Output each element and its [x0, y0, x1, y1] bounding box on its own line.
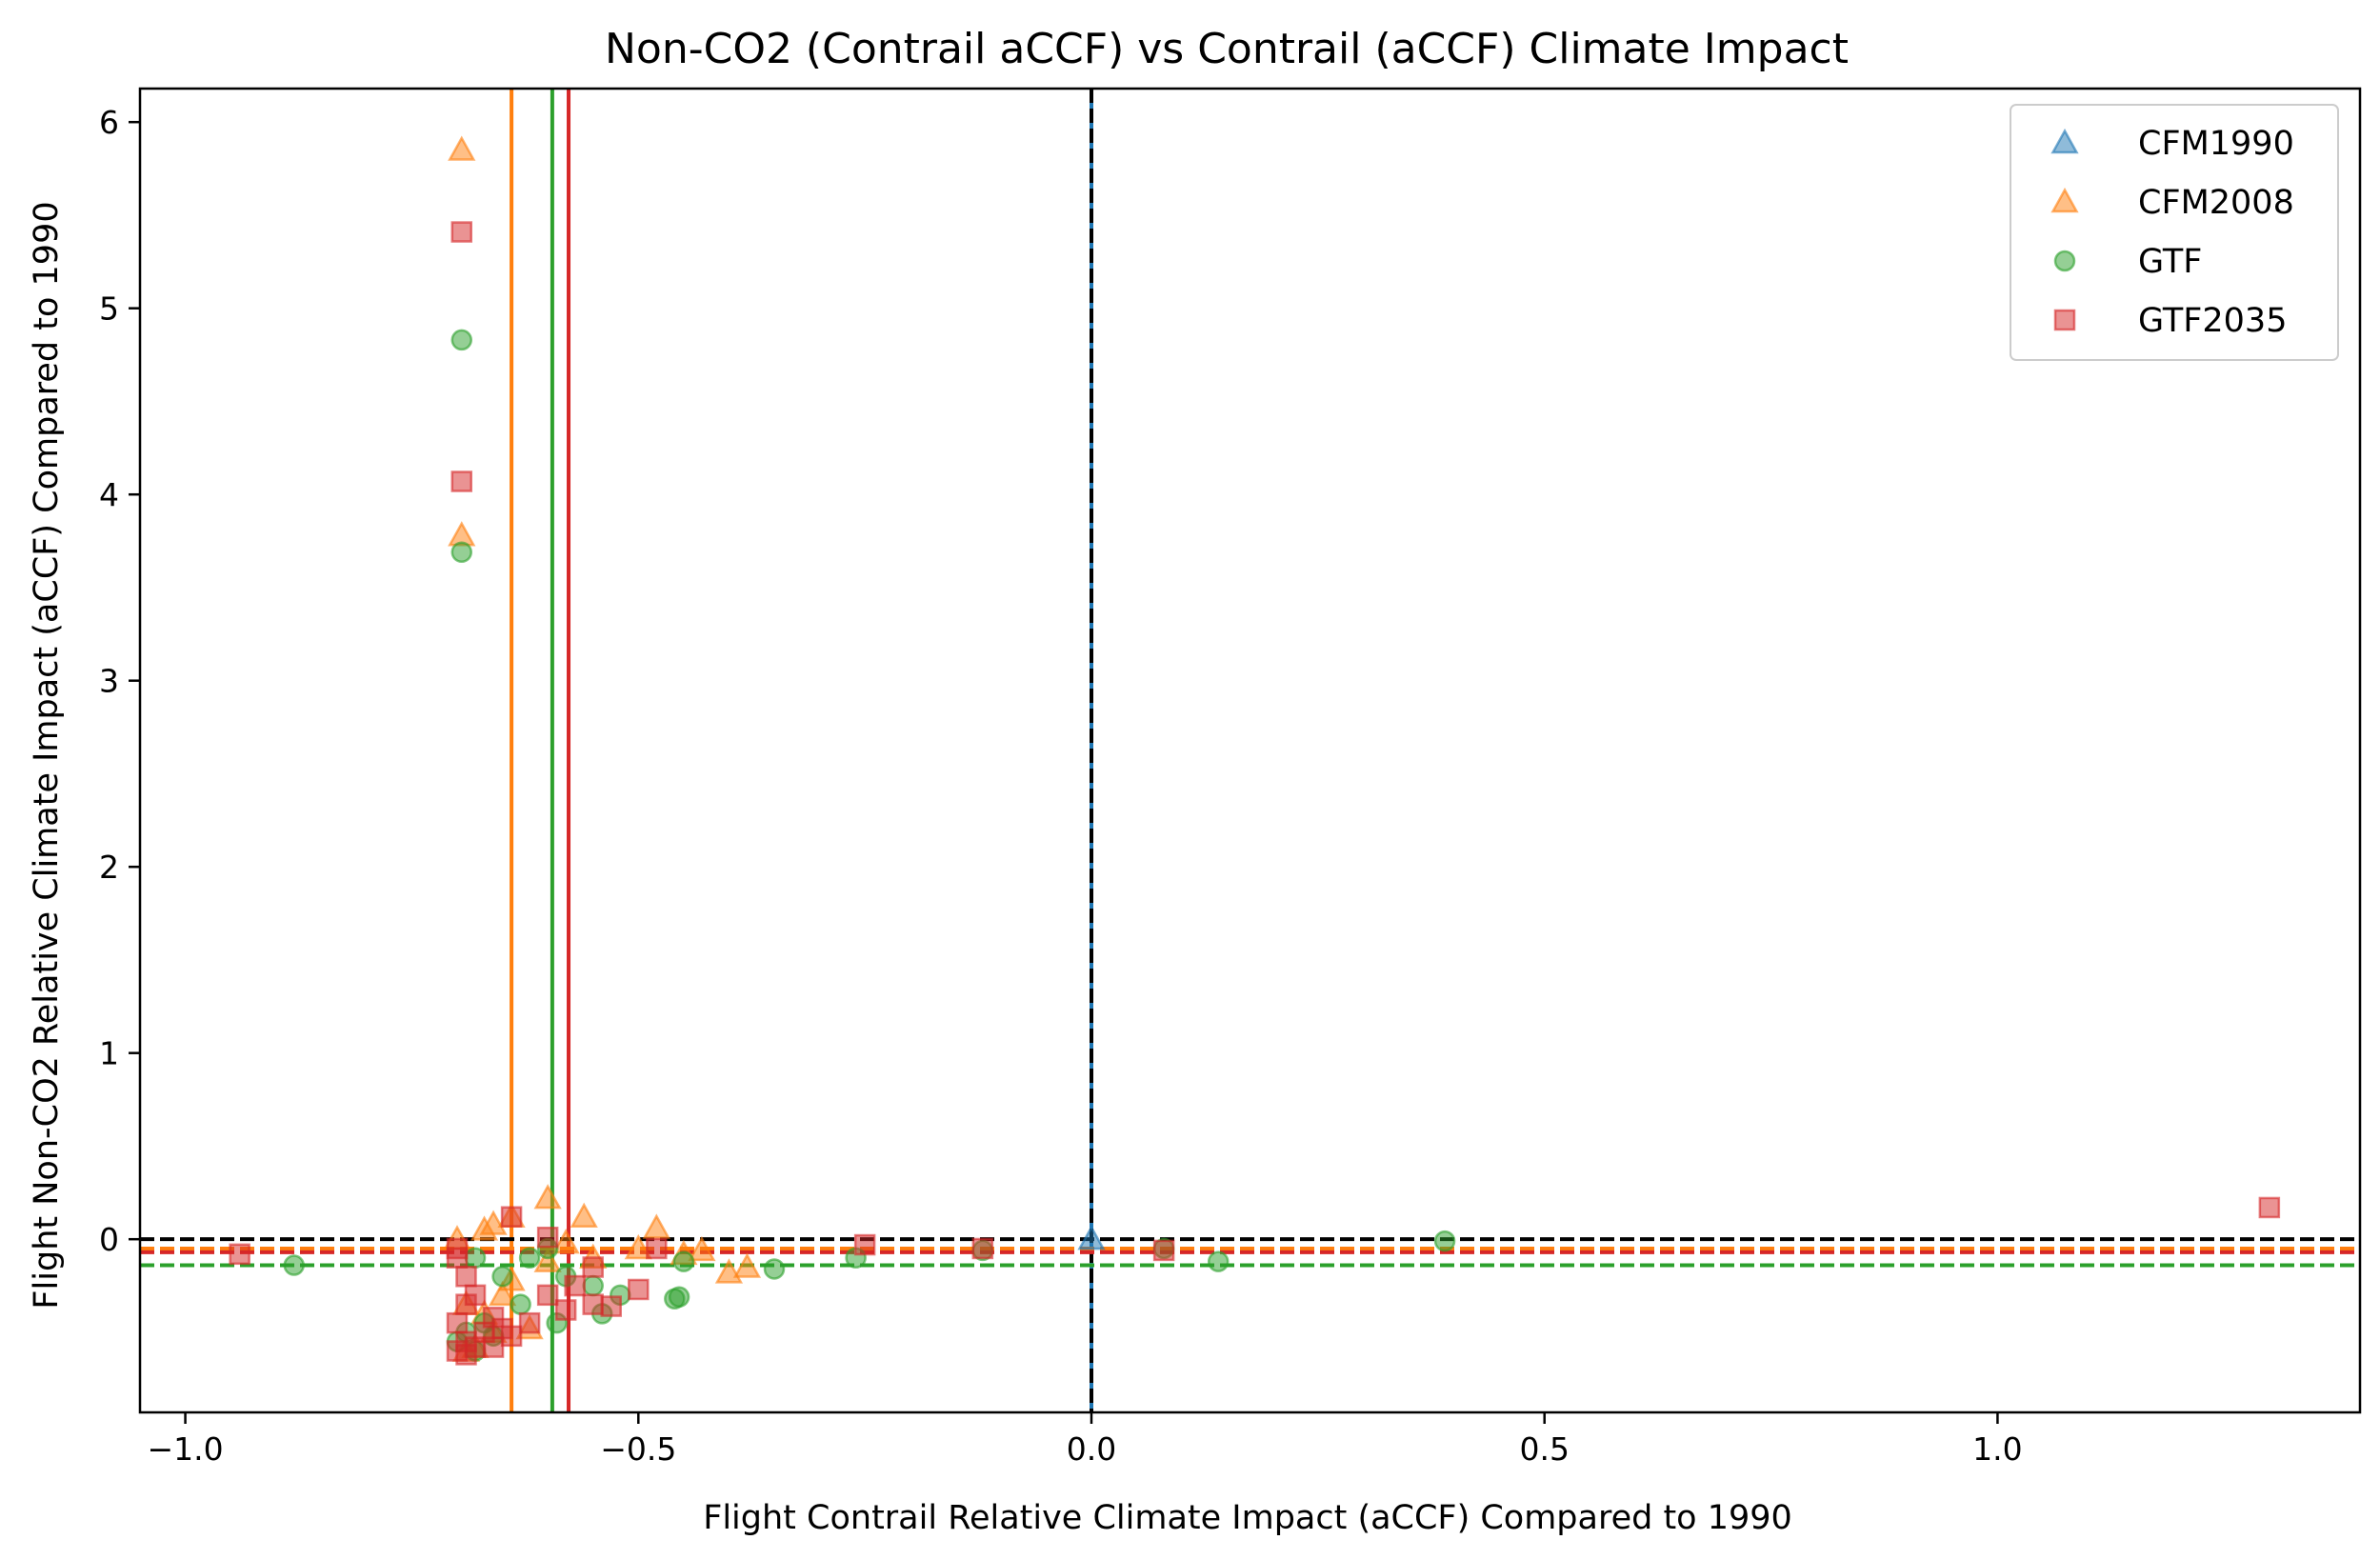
data-point-gtf-3	[763, 1258, 786, 1280]
plot-area: −1.0 −0.5 0.0 0.5 1.0 0 1 2 3 4 5 6	[99, 87, 2362, 1468]
plot-frame	[138, 87, 2362, 1414]
data-point-gtf2035-1	[450, 470, 473, 492]
data-point-gtf-0	[450, 329, 473, 351]
data-point-gtf-26	[464, 1247, 487, 1269]
data-point-gtf2035-30	[455, 1344, 477, 1366]
data-point-cfm2008-10	[732, 1252, 762, 1278]
data-point-gtf2035-26	[582, 1256, 604, 1278]
data-point-gtf2035-31	[482, 1336, 505, 1358]
data-point-gtf2035-0	[450, 221, 473, 243]
data-point-gtf-21	[582, 1274, 604, 1297]
data-point-gtf-8	[1433, 1230, 1456, 1252]
y-tick-label: 1	[99, 1035, 119, 1072]
y-tick-label: 4	[99, 476, 119, 513]
legend-label-cfm2008: CFM2008	[2138, 184, 2294, 222]
y-tick-label: 0	[99, 1221, 119, 1258]
data-point-cfm2008-0	[448, 135, 476, 161]
data-point-gtf2035-27	[446, 1247, 469, 1269]
data-point-gtf2035-21	[554, 1299, 577, 1321]
data-point-cfm2008-7	[642, 1213, 670, 1239]
y-tick-label: 2	[99, 849, 119, 886]
data-point-gtf2035-25	[564, 1274, 586, 1297]
x-tick-label: −1.0	[148, 1430, 224, 1468]
data-point-gtf-1	[450, 541, 473, 564]
data-point-gtf-2	[283, 1254, 305, 1276]
data-point-cfm2008-19	[488, 1280, 517, 1307]
y-tick-label: 5	[99, 290, 119, 328]
legend-box	[2010, 104, 2339, 361]
data-point-gtf2035-2	[2258, 1196, 2281, 1219]
data-point-cfm2008-12	[533, 1247, 562, 1272]
legend-label-gtf: GTF	[2138, 243, 2202, 281]
data-point-gtf2035-32	[500, 1325, 523, 1348]
data-point-gtf-19	[510, 1293, 531, 1315]
data-point-gtf2035-5	[628, 1278, 650, 1301]
data-point-gtf2035-22	[582, 1293, 604, 1315]
legend-label-cfm1990: CFM1990	[2138, 125, 2294, 163]
data-point-cfm2008-3	[479, 1210, 508, 1235]
data-point-gtf-7	[1207, 1250, 1230, 1272]
data-point-gtf2035-12	[455, 1266, 477, 1288]
data-point-gtf2035-6	[646, 1237, 668, 1260]
data-point-gtf2035-24	[536, 1284, 559, 1307]
data-point-gtf2035-4	[536, 1226, 559, 1249]
legend-marker-cfm1990	[2050, 128, 2079, 154]
y-tick-label: 6	[99, 104, 119, 141]
x-tick-label: −0.5	[600, 1430, 676, 1468]
legend-label-gtf2035: GTF2035	[2138, 302, 2287, 340]
data-point-gtf2035-3	[500, 1206, 523, 1228]
legend-marker-gtf	[2053, 250, 2076, 272]
data-point-gtf-11	[672, 1250, 695, 1272]
y-tick-label: 3	[99, 663, 119, 700]
data-point-gtf2035-7	[853, 1233, 876, 1256]
data-point-gtf2035-14	[446, 1311, 469, 1334]
data-point-cfm1990-0	[1077, 1225, 1106, 1250]
data-point-cfm2008-23	[624, 1233, 652, 1260]
series-gtf2035	[229, 221, 2281, 1366]
data-point-cfm2008-6	[570, 1202, 598, 1228]
data-point-gtf2035-9	[1152, 1239, 1175, 1262]
data-point-cfm2008-8	[688, 1235, 716, 1262]
data-point-gtf2035-8	[971, 1237, 994, 1260]
legend: CFM1990 CFM2008 GTF GTF2035	[2010, 104, 2339, 361]
data-point-gtf2035-23	[600, 1295, 622, 1317]
legend-marker-cfm2008	[2050, 187, 2079, 213]
chart-title: Non-CO2 (Contrail aCCF) vs Contrail (aCC…	[605, 25, 1849, 73]
plot-content	[140, 89, 2360, 1412]
y-axis-label: Flight Non-CO2 Relative Climate Impact (…	[28, 201, 66, 1309]
x-tick-label: 0.5	[1519, 1430, 1569, 1468]
x-tick-label: 1.0	[1972, 1430, 2022, 1468]
x-axis-label: Flight Contrail Relative Climate Impact …	[703, 1499, 1792, 1537]
legend-marker-gtf2035	[2053, 309, 2076, 331]
data-point-gtf2035-28	[464, 1284, 487, 1307]
x-tick-label: 0.0	[1067, 1430, 1116, 1468]
data-point-gtf2035-20	[518, 1311, 541, 1334]
data-point-cfm2008-21	[551, 1229, 580, 1254]
series-cfm1990	[1077, 1225, 1106, 1250]
data-point-gtf-10	[668, 1286, 690, 1309]
data-point-gtf-15	[518, 1247, 541, 1269]
data-point-gtf-25	[491, 1266, 513, 1288]
data-point-gtf2035-10	[229, 1243, 250, 1266]
data-point-cfm2008-5	[533, 1184, 562, 1210]
